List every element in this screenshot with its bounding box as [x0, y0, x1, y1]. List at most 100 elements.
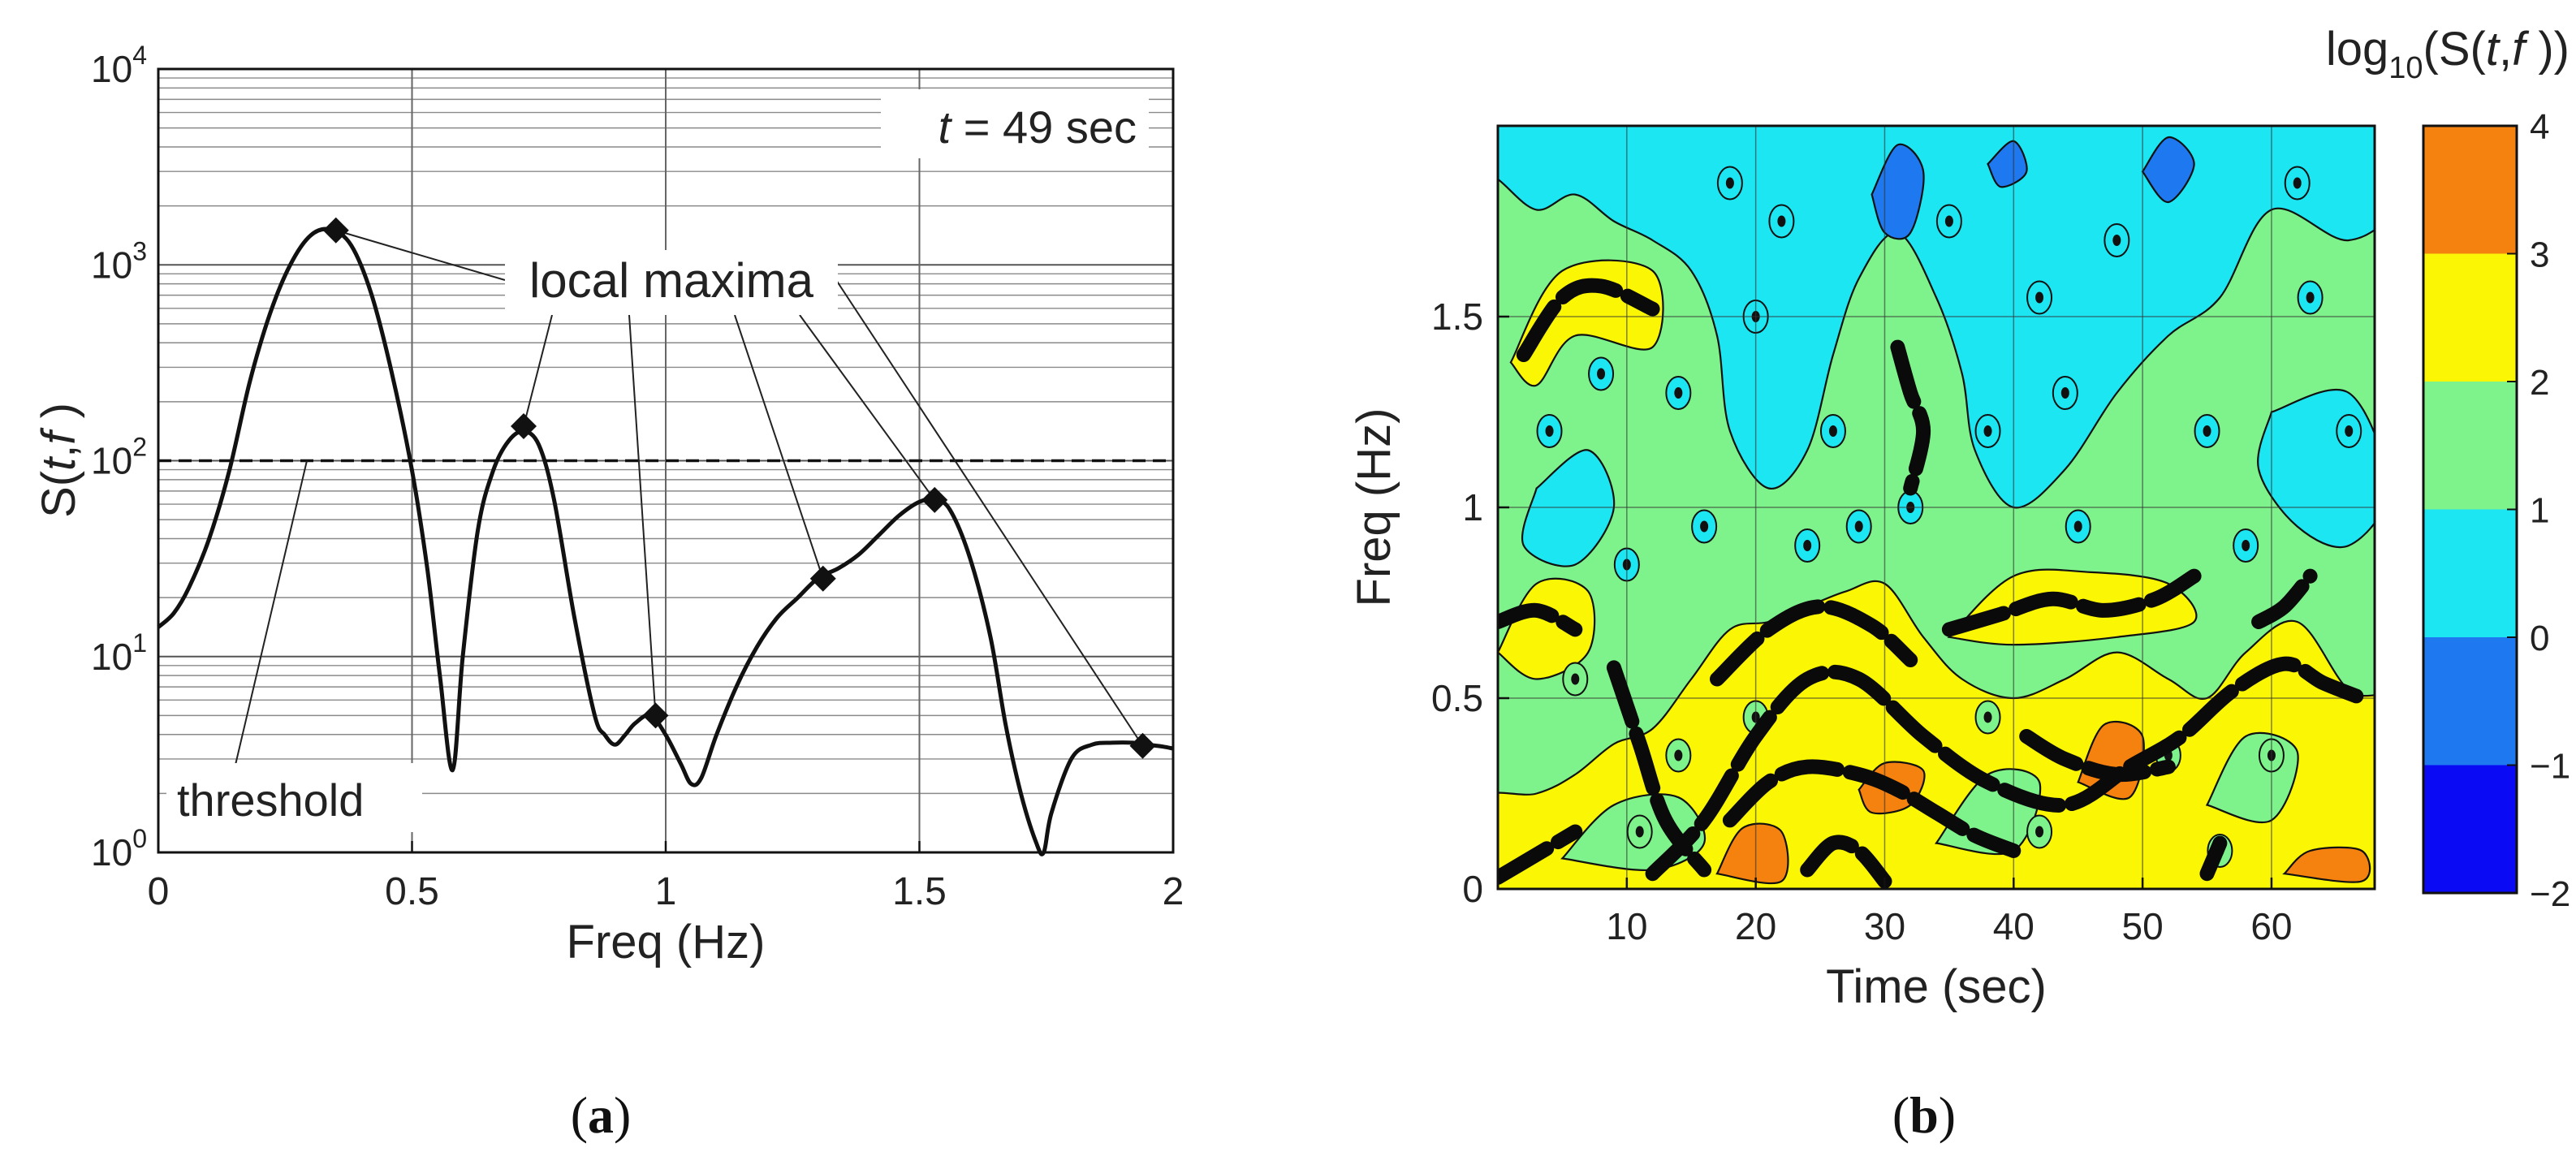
y-axis-title-a: S(t,f ): [32, 403, 85, 518]
ridge-line: [1498, 602, 1583, 637]
x-tick-label-b: 50: [2122, 905, 2164, 947]
local-maximum-marker: [511, 413, 537, 440]
contour-blob-core: [1700, 520, 1709, 533]
colorbar-swatch: [2423, 509, 2517, 637]
threshold-label: threshold: [177, 774, 364, 826]
contour-blob-core: [1803, 540, 1812, 551]
x-tick-label-b: 30: [1864, 905, 1905, 947]
y-tick-exponent: 1: [132, 628, 147, 658]
ridge-line: [1890, 339, 1931, 496]
contour-blob-core: [1828, 425, 1837, 437]
contour-blob-core: [2293, 177, 2302, 189]
cb-title-comma: ,: [2499, 23, 2512, 75]
cb-title-log: log: [2326, 23, 2388, 75]
panel-label-b: (b): [1892, 1086, 1956, 1144]
y-tick-exponent: 2: [132, 433, 147, 462]
y-tick-label-a: 102: [91, 433, 147, 482]
local-maxima-markers: [322, 217, 1156, 759]
panel-letter-a: a: [588, 1086, 614, 1144]
x-tick-label-b: 10: [1606, 905, 1647, 947]
y-tick-label-a: 103: [91, 236, 147, 286]
x-tick-label-a: 2: [1163, 870, 1184, 913]
contour-blob-core: [2306, 291, 2315, 304]
x-ticks-b: 10 20 30 40 50 60: [1606, 878, 2293, 947]
contour-blob-core: [1854, 520, 1863, 533]
colorbar-tick-label: 0: [2530, 619, 2549, 658]
ridge-line: [1941, 568, 2202, 637]
x-axis-title-a: Freq (Hz): [567, 916, 766, 968]
ridge-line: [2199, 835, 2228, 882]
panel-b-contour-plot: 10 20 30 40 50 60 00.511.5 Time (sec) Freq (H…: [1348, 23, 2570, 1144]
y-tick-label-b: 0.5: [1431, 677, 1483, 719]
local-maximum-marker: [1129, 732, 1156, 759]
x-tick-label-b: 20: [1735, 905, 1776, 947]
colorbar-tick-label: 3: [2530, 235, 2549, 275]
panel-label-a: (a): [571, 1086, 632, 1144]
x-ticks-a: 0 0.5 1 1.5 2: [148, 841, 1184, 913]
y-tick-label-a: 104: [91, 41, 147, 90]
panel-letter-b: b: [1909, 1086, 1939, 1144]
local-maximum-leader: [628, 314, 657, 716]
contour-blob-core: [1674, 749, 1683, 761]
colorbar-tick-label: −1: [2530, 747, 2570, 787]
local-maximum-marker: [642, 702, 669, 729]
y-tick-label-a: 100: [91, 824, 147, 874]
region-yellow: [1498, 577, 1596, 680]
ridge-line: [1800, 835, 1892, 889]
colorbar-swatch: [2423, 637, 2517, 766]
colorbar-tick-label: 2: [2530, 363, 2549, 403]
colorbar-tick-label: 4: [2530, 107, 2549, 147]
contour-blob-core: [2203, 425, 2211, 437]
spectrum-curve: [157, 226, 1174, 856]
y-tick-exponent: 0: [132, 824, 147, 853]
local-maximum-leader: [799, 314, 936, 501]
y-title-a-close: ): [32, 403, 85, 431]
gridlines-b: [1498, 126, 2375, 889]
x-tick-label-b: 60: [2250, 905, 2292, 947]
time-annotation: t = 49 sec: [938, 101, 1137, 153]
local-maxima-label: local maxima: [529, 253, 814, 308]
cb-title-mid: (S(: [2423, 23, 2486, 75]
cb-title-t: t: [2486, 23, 2501, 75]
contour-blob-core: [2060, 387, 2069, 399]
colorbar-tick-label: −2: [2530, 874, 2570, 914]
x-tick-label-a: 1: [655, 870, 677, 913]
y-tick-label-b: 1.5: [1431, 295, 1483, 338]
y-axis-title-b: Freq (Hz): [1348, 408, 1400, 607]
colorbar-swatch: [2423, 253, 2517, 382]
time-annotation-box: [881, 89, 1149, 158]
cb-title-sub: 10: [2388, 51, 2423, 85]
y-tick-base: 10: [91, 48, 132, 90]
region-cyan: [1498, 126, 2375, 509]
contour-blob-core: [1983, 425, 1992, 437]
contour-blob-core: [1635, 826, 1644, 838]
ridge-line: [2251, 568, 2318, 629]
contour-blob-core: [1597, 368, 1606, 380]
ridge-line: [1722, 759, 2022, 858]
y-title-a-open: (: [32, 471, 85, 486]
region-orange: [2282, 846, 2371, 883]
y-tick-label-b: 1: [1462, 486, 1483, 528]
colorbar: [2423, 126, 2517, 893]
region-cyan: [1521, 449, 1616, 567]
y-tick-label-b: 0: [1462, 868, 1483, 910]
contour-blob-core: [2345, 425, 2354, 437]
colorbar-swatch: [2423, 126, 2517, 254]
contour-blob-core: [1944, 215, 1953, 227]
contour-blob-core: [2073, 520, 2082, 533]
time-annotation-rest: = 49 sec: [951, 101, 1137, 153]
region-orange: [1715, 822, 1789, 885]
y-title-a-comma: ,: [32, 445, 85, 458]
local-maximum-leader: [523, 314, 553, 427]
x-axis-title-b: Time (sec): [1826, 960, 2047, 1013]
ridge-line: [1516, 278, 1660, 362]
colorbar-swatch: [2423, 382, 2517, 510]
contour-blob-core: [1777, 215, 1786, 227]
contour-blob-core: [1983, 711, 1992, 723]
y-tick-base: 10: [91, 831, 132, 874]
ridge-lines: [1498, 278, 2370, 889]
contour-blob-core: [2112, 235, 2121, 246]
local-maxima-label-box: [505, 250, 838, 315]
